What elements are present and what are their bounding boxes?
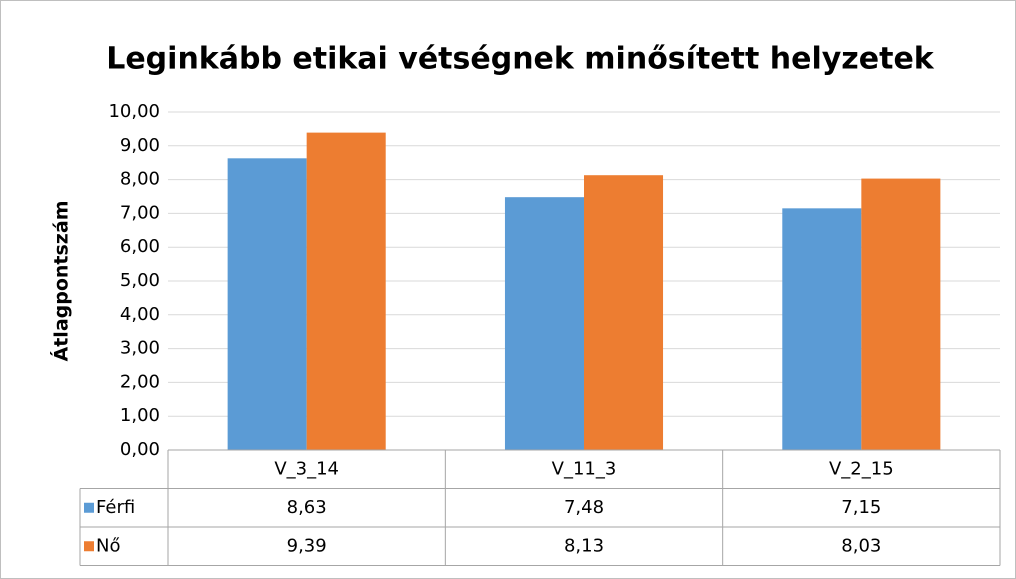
y-tick-label: 4,00 [120, 304, 160, 325]
table-value: 8,63 [287, 497, 327, 518]
table-value: 8,13 [564, 535, 604, 556]
table-value: 7,15 [841, 497, 881, 518]
legend-label: Férfi [96, 497, 135, 518]
x-tick-label: V_3_14 [274, 458, 339, 479]
table-value: 7,48 [564, 497, 604, 518]
y-tick-label: 9,00 [120, 135, 160, 156]
legend-key [84, 502, 94, 513]
x-tick-label: V_2_15 [829, 458, 894, 479]
table-value: 8,03 [841, 535, 881, 556]
y-tick-label: 10,00 [108, 101, 160, 122]
bar [584, 175, 664, 450]
y-tick-label: 3,00 [120, 338, 160, 359]
y-tick-label: 2,00 [120, 371, 160, 392]
y-tick-label: 6,00 [120, 236, 160, 257]
bar [782, 208, 862, 450]
table-value: 9,39 [287, 535, 327, 556]
legend-key [84, 541, 94, 552]
y-tick-label: 1,00 [120, 405, 160, 426]
bar [504, 197, 584, 450]
bar [227, 158, 307, 450]
y-tick-label: 5,00 [120, 270, 160, 291]
bar [861, 178, 941, 450]
y-axis-label: Átlagpontszám [50, 201, 73, 362]
bar [306, 132, 386, 451]
y-tick-label: 7,00 [120, 202, 160, 223]
chart-title: Leginkább etikai vétségnek minősített he… [106, 42, 935, 77]
x-tick-label: V_11_3 [552, 458, 617, 479]
y-tick-label: 0,00 [120, 439, 160, 460]
legend-label: Nő [96, 535, 120, 556]
y-tick-label: 8,00 [120, 169, 160, 190]
